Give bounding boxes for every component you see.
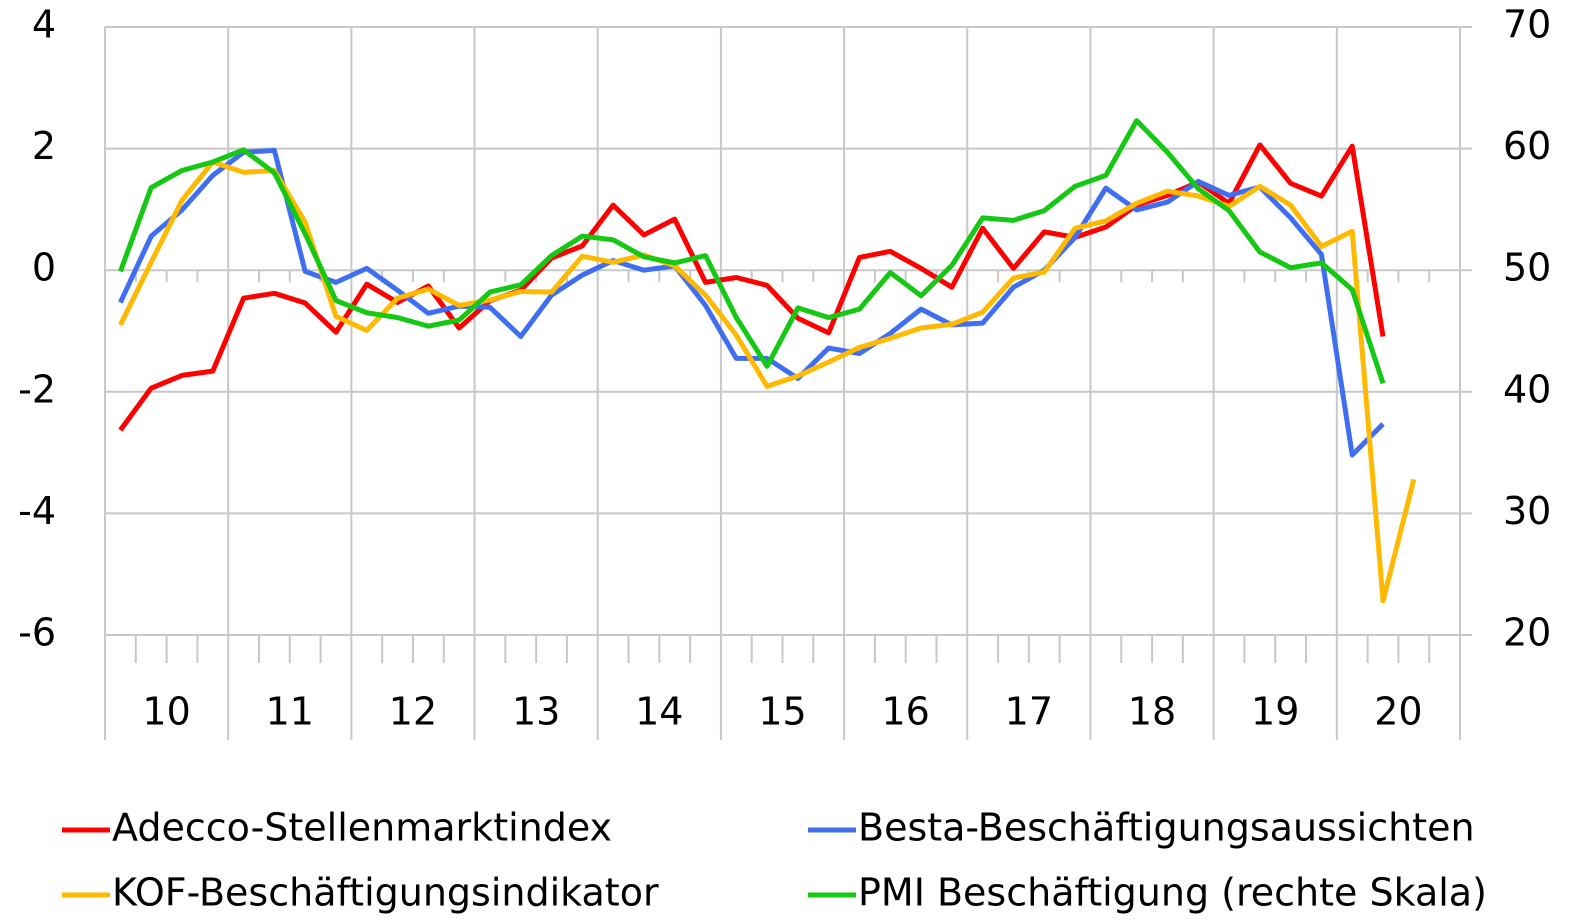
y2-tick-label: 40 [1503, 367, 1551, 411]
series-line [118, 142, 1386, 432]
x-tick-label: 19 [1251, 690, 1299, 734]
y-tick-label: 2 [32, 124, 56, 168]
y2-tick-label: 50 [1503, 246, 1551, 290]
y2-tick-label: 30 [1503, 489, 1551, 533]
x-tick-label: 15 [758, 690, 806, 734]
x-tick-label: 18 [1128, 690, 1176, 734]
series-line [118, 159, 1417, 604]
legend-label: KOF-Beschäftigungsindikator [112, 871, 659, 915]
x-tick-label: 11 [266, 690, 314, 734]
x-tick-label: 20 [1374, 690, 1422, 734]
y-tick-label: -2 [18, 367, 56, 411]
y2-tick-label: 20 [1503, 611, 1551, 655]
y-tick-label: -6 [18, 611, 56, 655]
y2-tick-label: 70 [1503, 3, 1551, 47]
legend-label: PMI Beschäftigung (rechte Skala) [858, 871, 1487, 915]
x-tick-label: 16 [882, 690, 930, 734]
series-line [118, 118, 1386, 385]
x-tick-label: 12 [389, 690, 437, 734]
x-tick-label: 14 [635, 690, 683, 734]
legend-label: Adecco-Stellenmarktindex [112, 806, 612, 850]
x-tick-label: 13 [512, 690, 560, 734]
y-tick-label: 4 [32, 3, 56, 47]
legend-label: Besta-Beschäftigungsaussichten [858, 806, 1475, 850]
y2-tick-label: 60 [1503, 124, 1551, 168]
x-tick-label: 10 [142, 690, 190, 734]
y-tick-label: 0 [32, 246, 56, 290]
y-tick-label: -4 [18, 489, 56, 533]
x-tick-label: 17 [1005, 690, 1053, 734]
